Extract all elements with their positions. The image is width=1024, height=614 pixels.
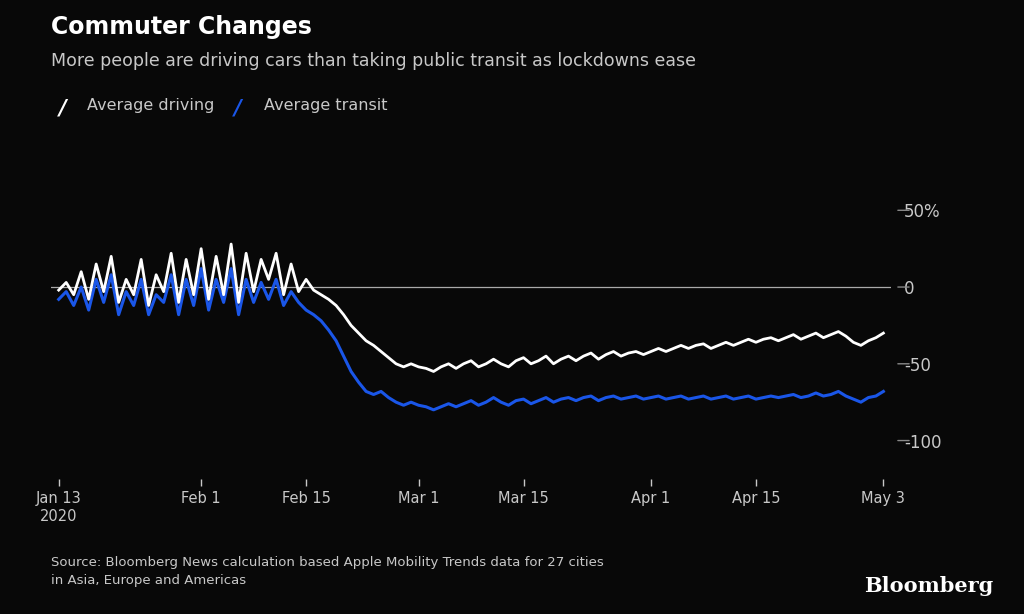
Text: /: / xyxy=(230,98,247,119)
Text: Commuter Changes: Commuter Changes xyxy=(51,15,312,39)
Text: Average transit: Average transit xyxy=(264,98,388,113)
Text: Bloomberg: Bloomberg xyxy=(864,575,993,596)
Text: Source: Bloomberg News calculation based Apple Mobility Trends data for 27 citie: Source: Bloomberg News calculation based… xyxy=(51,556,604,586)
Text: Average driving: Average driving xyxy=(87,98,214,113)
Text: /: / xyxy=(55,98,72,119)
Text: More people are driving cars than taking public transit as lockdowns ease: More people are driving cars than taking… xyxy=(51,52,696,70)
